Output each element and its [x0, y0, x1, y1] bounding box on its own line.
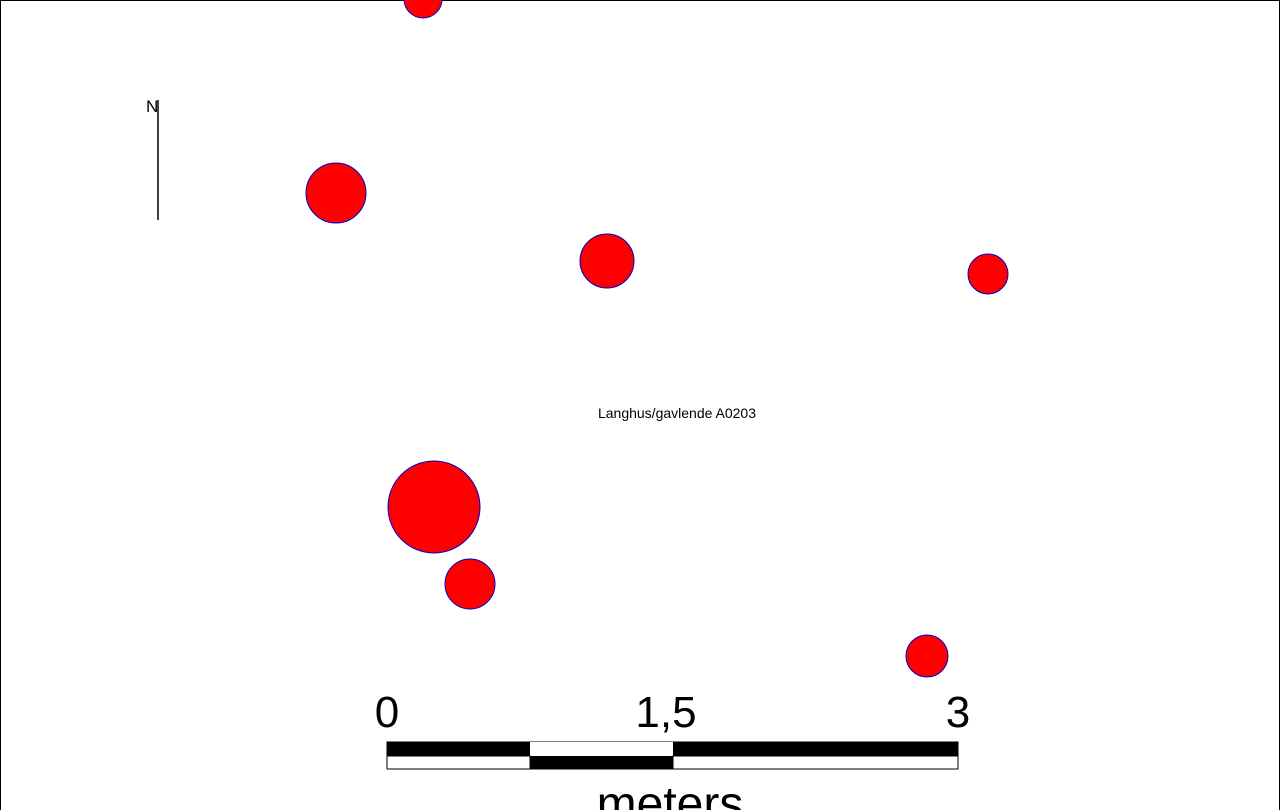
scale-segment-top-2: [530, 742, 673, 756]
scale-bar: 0 1,5 3 meters: [375, 688, 970, 810]
scale-tick-2: 3: [946, 688, 970, 737]
posthole-6[interactable]: [444, 558, 496, 610]
scale-segment-bottom-2: [530, 756, 673, 769]
posthole-7[interactable]: [905, 634, 949, 678]
map-title: Langhus/gavlende A0203: [598, 405, 756, 421]
scale-segment-top-3: [673, 742, 958, 756]
posthole-1[interactable]: [403, 0, 443, 19]
posthole-4[interactable]: [967, 253, 1009, 295]
scale-segment-bottom-1: [386, 755, 531, 770]
scale-segment-bottom-3: [672, 755, 959, 770]
posthole-3[interactable]: [579, 233, 635, 289]
posthole-2[interactable]: [305, 162, 367, 224]
scale-segment-top-1: [387, 742, 530, 756]
posthole-5[interactable]: [387, 460, 481, 554]
scale-tick-1: 1,5: [635, 688, 696, 737]
scale-unit-label: meters: [597, 778, 744, 810]
feature-layer: [305, 0, 1009, 678]
north-arrow: N: [146, 97, 159, 220]
scale-tick-0: 0: [375, 688, 399, 737]
north-arrow-label: N: [146, 97, 158, 116]
